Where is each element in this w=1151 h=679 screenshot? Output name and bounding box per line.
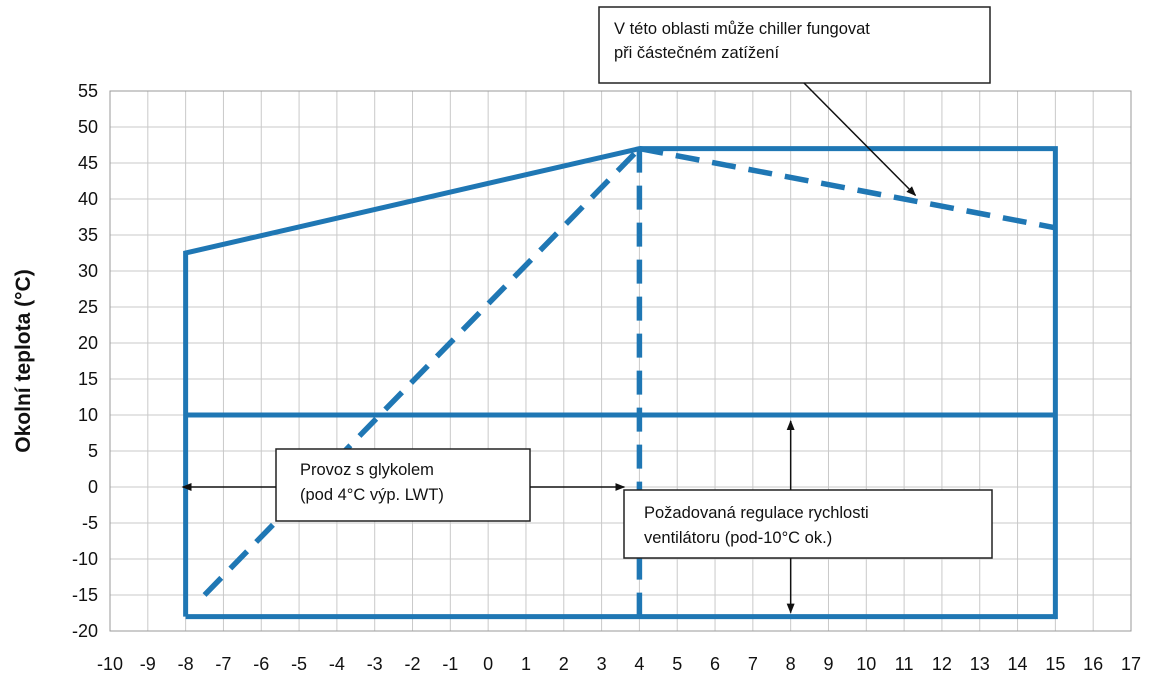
y-tick-label: 5 <box>88 441 98 461</box>
note-glycol-line: (pod 4°C výp. LWT) <box>300 486 444 504</box>
note-partial-load-line: V této oblasti může chiller fungovat <box>614 20 870 38</box>
x-tick-label: 11 <box>895 654 914 674</box>
note-glycol-line: Provoz s glykolem <box>300 461 434 479</box>
x-tick-label: 7 <box>748 654 758 674</box>
x-tick-label: 8 <box>786 654 796 674</box>
y-tick-label: -20 <box>72 621 98 641</box>
note-fan-speed-line: ventilátoru (pod-10°C ok.) <box>644 529 832 547</box>
series-line-1 <box>183 146 1058 620</box>
x-tick-label: -4 <box>329 654 345 674</box>
y-tick-label: 45 <box>78 153 98 173</box>
y-axis-label: Okolní teplota (°C) <box>12 269 35 452</box>
x-tick-label: 3 <box>597 654 607 674</box>
note-partial-load-line: při částečném zatížení <box>614 44 779 62</box>
y-tick-label: 40 <box>78 189 98 209</box>
x-tick-label: 2 <box>559 654 569 674</box>
x-tick-label: -2 <box>405 654 421 674</box>
y-tick-label: 50 <box>78 117 98 137</box>
y-tick-label: -5 <box>82 513 98 533</box>
note-fan-speed-box <box>623 489 993 559</box>
x-tick-label: -8 <box>178 654 194 674</box>
plot-border <box>109 90 1132 632</box>
x-tick-label: 17 <box>1121 654 1141 674</box>
y-tick-label: -15 <box>72 585 98 605</box>
y-tick-label: 15 <box>78 369 98 389</box>
y-tick-label: 30 <box>78 261 98 281</box>
y-tick-label: 55 <box>78 81 98 101</box>
x-tick-label: 1 <box>521 654 531 674</box>
x-tick-label: -9 <box>140 654 156 674</box>
x-tick-label: 6 <box>710 654 720 674</box>
x-tick-label: 4 <box>634 654 644 674</box>
x-tick-label: 16 <box>1083 654 1103 674</box>
x-tick-label: 13 <box>970 654 990 674</box>
x-tick-label: 14 <box>1008 654 1028 674</box>
x-tick-label: 0 <box>483 654 493 674</box>
y-tick-label: -10 <box>72 549 98 569</box>
y-tick-label: 0 <box>88 477 98 497</box>
y-tick-label: 10 <box>78 405 98 425</box>
x-tick-label: -6 <box>253 654 269 674</box>
x-tick-label: -5 <box>291 654 307 674</box>
note-partial-load-arrow <box>803 82 917 197</box>
series-line-5 <box>202 146 642 597</box>
note-fan-speed-line: Požadovaná regulace rychlosti <box>644 504 869 522</box>
series-line-4 <box>638 145 1056 231</box>
x-tick-label: 5 <box>672 654 682 674</box>
y-tick-label: 35 <box>78 225 98 245</box>
x-tick-label: 12 <box>932 654 952 674</box>
x-tick-label: -10 <box>97 654 123 674</box>
y-tick-label: 20 <box>78 333 98 353</box>
x-tick-label: -3 <box>367 654 383 674</box>
axes: -10 -9 -8 -7 -6 -5 -4 -3 -2 -1 0 1 2 3 4 5 6 7 8 9 10 11 12 13 1… <box>72 81 1141 674</box>
x-tick-label: 9 <box>823 654 833 674</box>
note-partial-load-box <box>598 6 991 84</box>
y-tick-label: 25 <box>78 297 98 317</box>
x-tick-label: -7 <box>215 654 231 674</box>
annotations: V této oblasti může chiller fungovat při … <box>181 6 993 614</box>
note-glycol-box <box>275 448 531 522</box>
x-tick-label: 10 <box>856 654 876 674</box>
x-tick-label: -1 <box>442 654 458 674</box>
x-tick-label: 15 <box>1045 654 1065 674</box>
